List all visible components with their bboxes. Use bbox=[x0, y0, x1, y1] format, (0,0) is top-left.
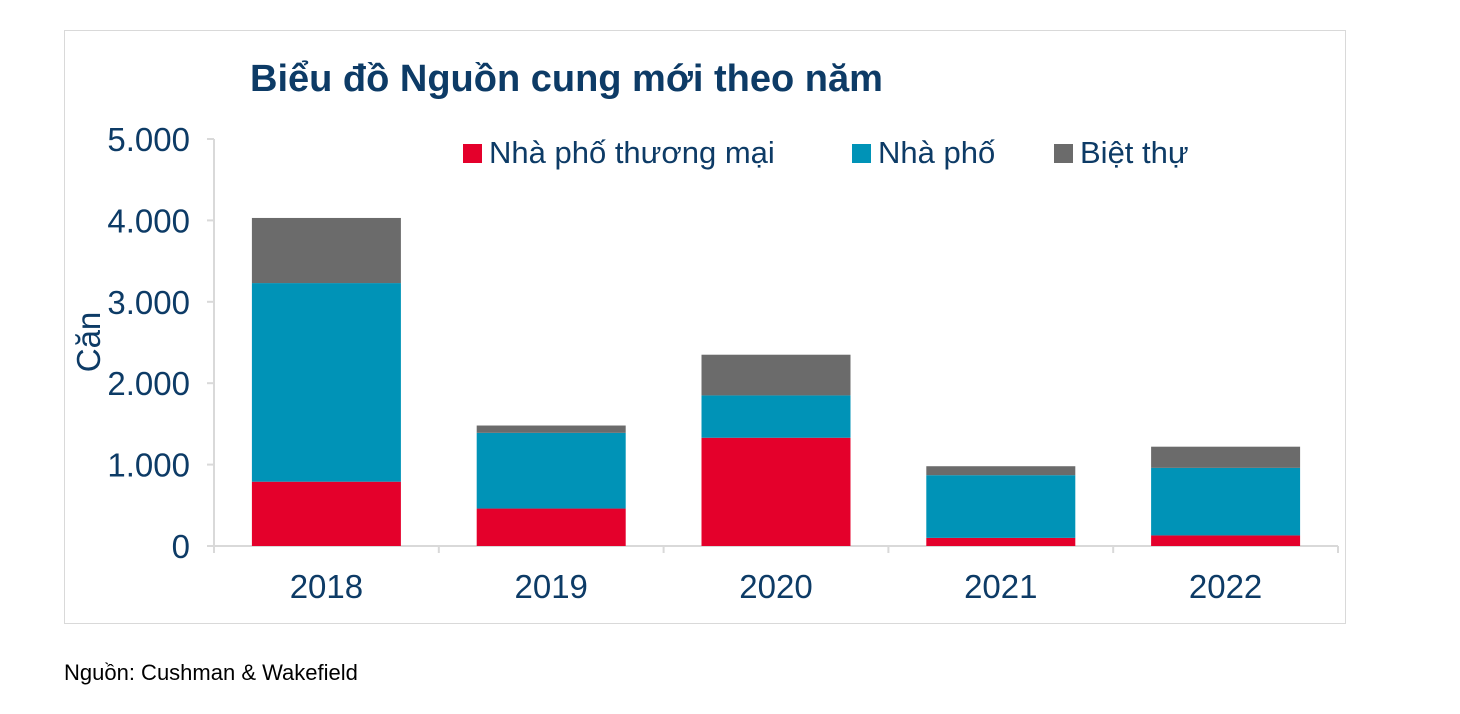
legend-label: Nhà phố thương mại bbox=[489, 135, 775, 170]
bar-2022-nhà-phố-thương-mại bbox=[1151, 535, 1301, 546]
x-tick-label: 2021 bbox=[964, 568, 1037, 605]
legend-label: Nhà phố bbox=[878, 135, 995, 170]
chart-title: Biểu đồ Nguồn cung mới theo năm bbox=[250, 58, 883, 100]
bar-2019-nhà-phố bbox=[476, 432, 626, 509]
y-tick-label: 4.000 bbox=[107, 202, 190, 239]
bar-2021-nhà-phố-thương-mại bbox=[926, 537, 1076, 546]
x-tick-label: 2022 bbox=[1189, 568, 1262, 605]
y-axis-title: Căn bbox=[70, 312, 107, 373]
y-tick-label: 5.000 bbox=[107, 121, 190, 158]
bar-2019-nhà-phố-thương-mại bbox=[476, 508, 626, 546]
legend-label: Biệt thự bbox=[1080, 135, 1189, 170]
bar-2018-nhà-phố bbox=[251, 283, 401, 482]
legend-swatch bbox=[852, 144, 871, 163]
x-tick-label: 2018 bbox=[290, 568, 363, 605]
bar-2021-biệt-thự bbox=[926, 466, 1076, 476]
bar-2018-nhà-phố-thương-mại bbox=[251, 481, 401, 546]
bar-2020-nhà-phố-thương-mại bbox=[701, 437, 851, 546]
x-tick-label: 2019 bbox=[514, 568, 587, 605]
bar-2022-biệt-thự bbox=[1151, 446, 1301, 468]
source-note: Nguồn: Cushman & Wakefield bbox=[64, 660, 358, 685]
legend-swatch bbox=[1054, 144, 1073, 163]
y-tick-label: 3.000 bbox=[107, 284, 190, 321]
legend-swatch bbox=[463, 144, 482, 163]
bar-2021-nhà-phố bbox=[926, 475, 1076, 538]
y-tick-label: 1.000 bbox=[107, 447, 190, 484]
bar-2022-nhà-phố bbox=[1151, 467, 1301, 536]
bar-2020-biệt-thự bbox=[701, 354, 851, 396]
bar-2018-biệt-thự bbox=[251, 217, 401, 284]
x-tick-label: 2020 bbox=[739, 568, 812, 605]
y-tick-label: 0 bbox=[172, 528, 190, 565]
bar-2019-biệt-thự bbox=[476, 425, 626, 433]
y-tick-label: 2.000 bbox=[107, 365, 190, 402]
bar-2020-nhà-phố bbox=[701, 395, 851, 438]
